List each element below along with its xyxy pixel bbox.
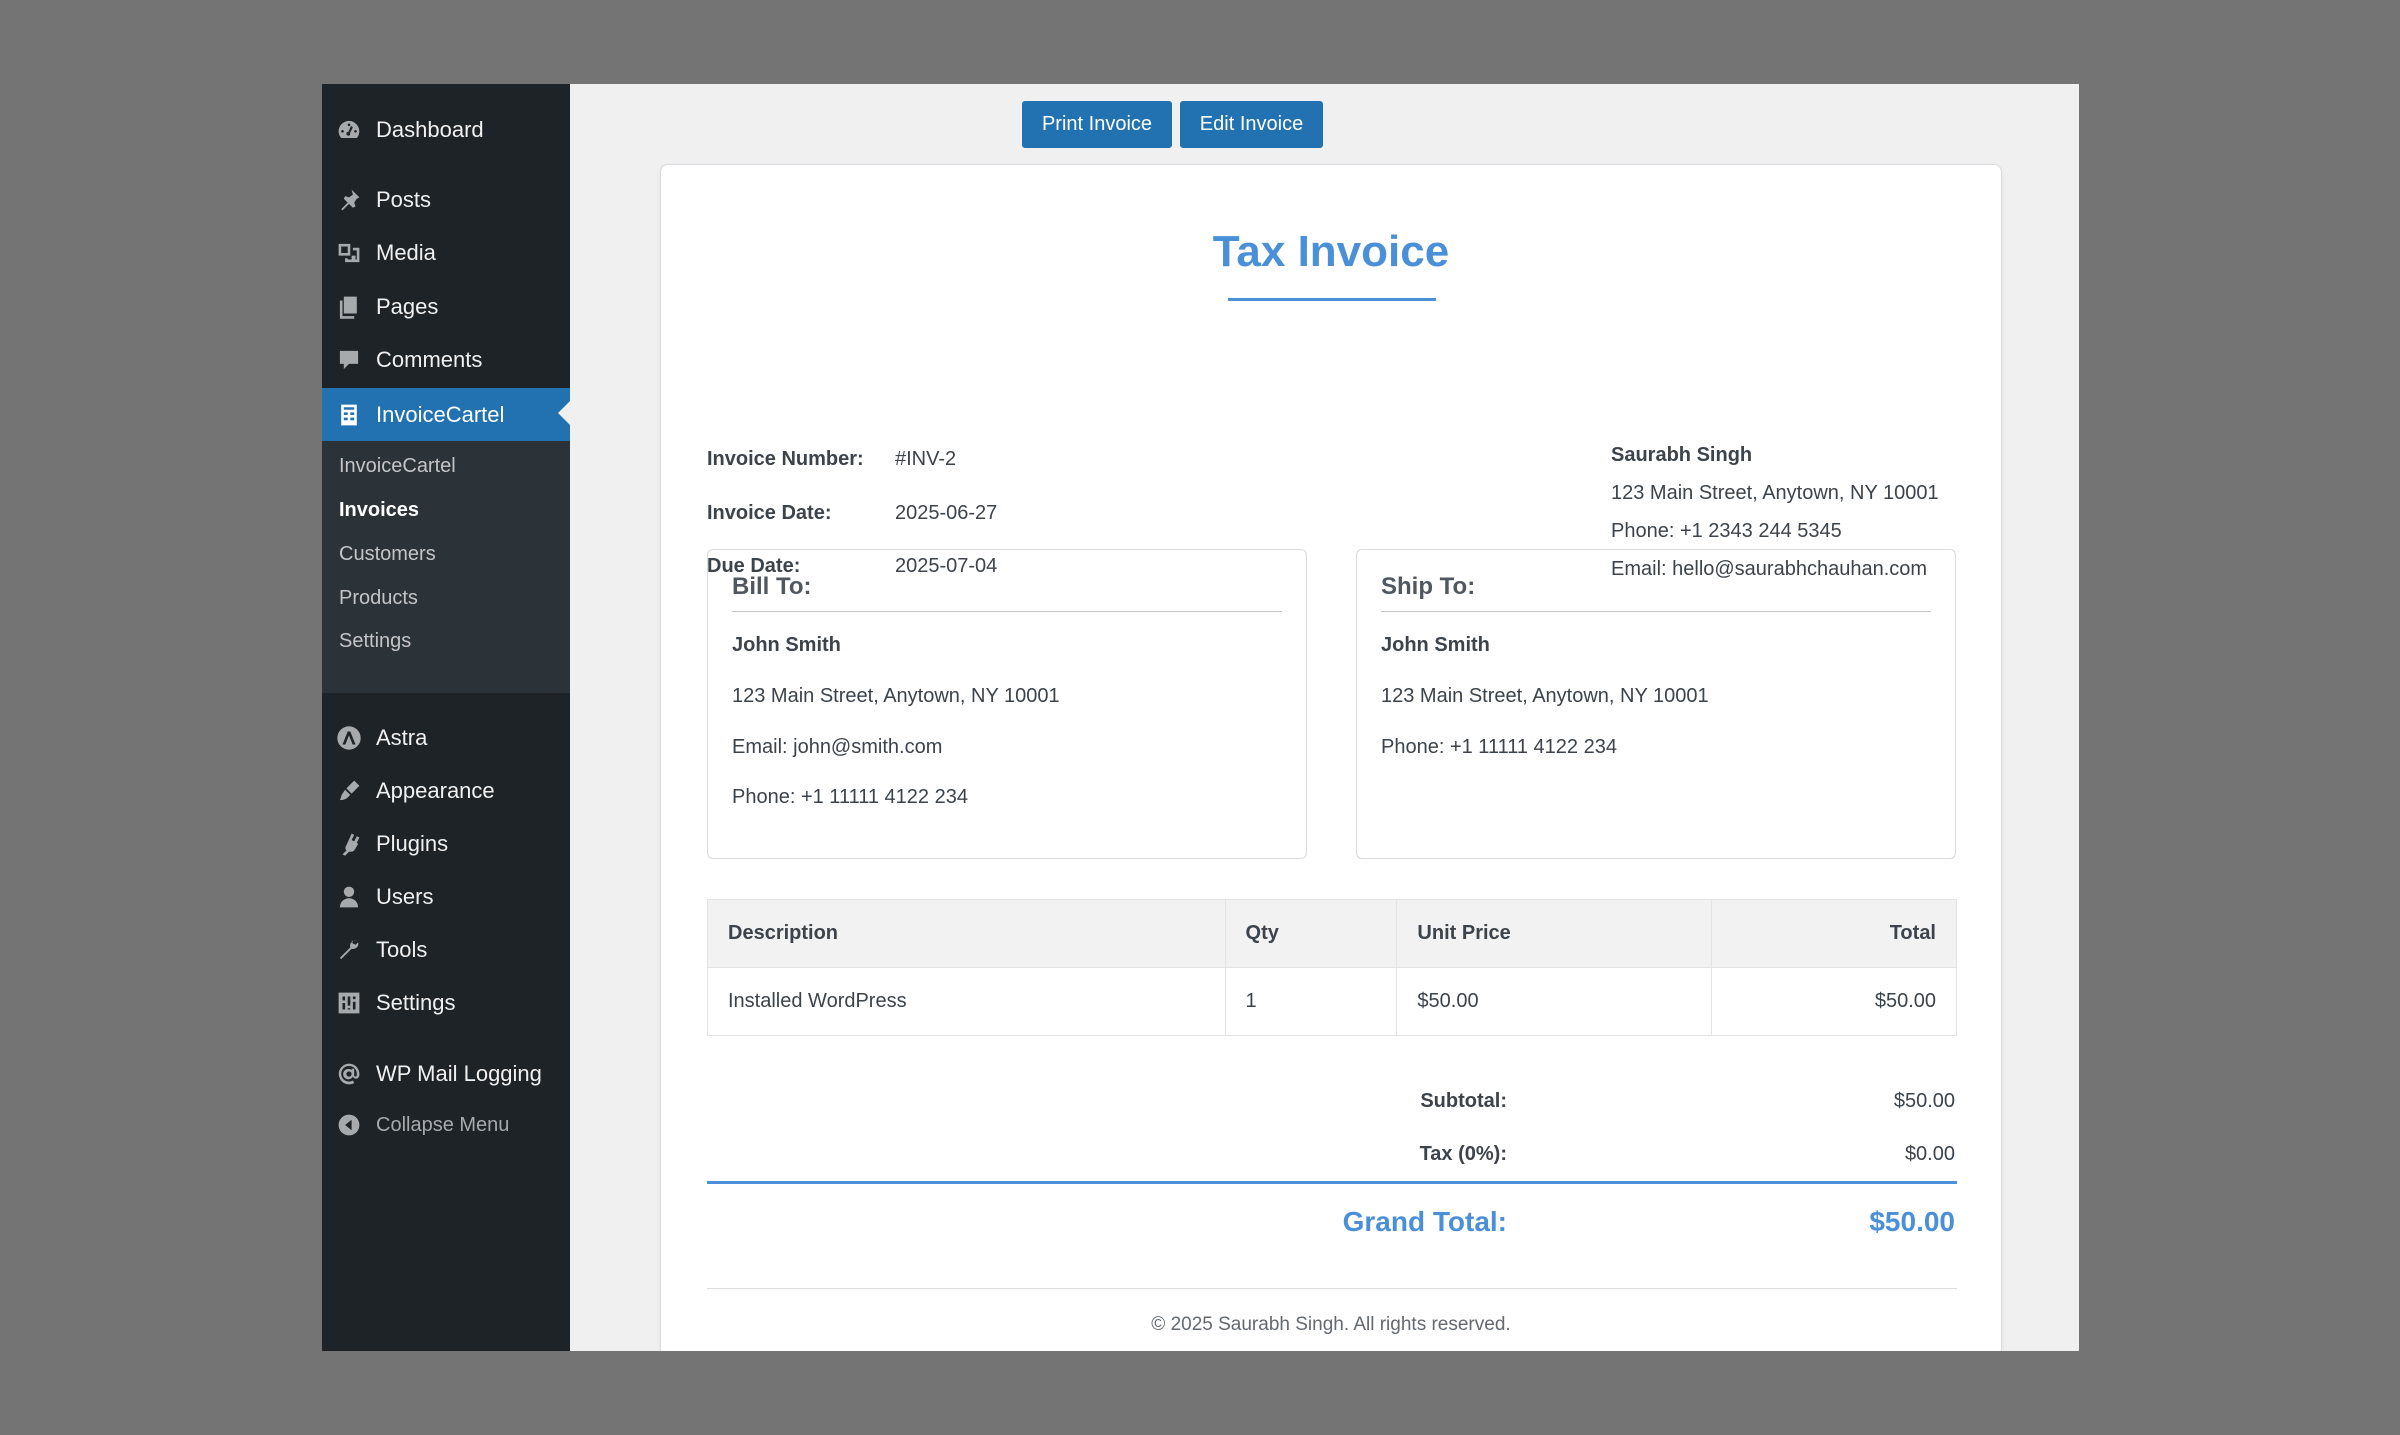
sidebar-item-label: Tools	[376, 937, 428, 962]
invoice-footer: © 2025 Saurabh Singh. All rights reserve…	[1151, 1314, 1511, 1335]
sidebar-item-label: Users	[376, 884, 434, 909]
grand-total-label: Grand Total:	[1342, 1206, 1507, 1237]
bill-to-email: Email: john@smith.com	[732, 736, 943, 758]
from-email: Email: hello@saurabhchauhan.com	[1611, 558, 1928, 580]
edit-invoice-button[interactable]: Edit Invoice	[1180, 101, 1323, 148]
sidebar-item-label: Plugins	[376, 831, 449, 856]
bill-to-box: Bill To: John Smith 123 Main Street, Any…	[707, 549, 1307, 859]
print-invoice-button[interactable]: Print Invoice	[1022, 101, 1172, 148]
ship-to-title: Ship To:	[1381, 573, 1476, 600]
divider	[732, 611, 1282, 612]
sidebar-item-label: InvoiceCartel	[376, 402, 505, 427]
title-underline	[1228, 298, 1436, 301]
ship-to-box: Ship To: John Smith 123 Main Street, Any…	[1356, 549, 1956, 859]
subtotal-value: $50.00	[1893, 1090, 1955, 1112]
table-row: Installed WordPress 1 $50.00 $50.00	[707, 967, 1957, 1036]
column-header-qty: Qty	[1224, 899, 1398, 968]
footer-divider	[707, 1288, 1957, 1289]
sidebar-item-label: Astra	[376, 725, 428, 750]
from-name: Saurabh Singh	[1611, 444, 1753, 466]
collapse-icon	[338, 1114, 360, 1136]
sidebar-item-label: Appearance	[376, 778, 495, 803]
bill-to-phone: Phone: +1 11111 4122 234	[732, 786, 968, 808]
sidebar-item-label: Posts	[376, 187, 432, 212]
due-date-label: Due Date:	[707, 555, 801, 577]
from-phone: Phone: +1 2343 244 5345	[1611, 520, 1842, 542]
sidebar-item-wp-mail-logging[interactable]: WP Mail Logging	[322, 1049, 570, 1099]
due-date-value: 2025-07-04	[895, 555, 998, 577]
sidebar-item-dashboard[interactable]: Dashboard	[322, 105, 570, 155]
brush-icon	[339, 780, 360, 801]
wrench-icon	[339, 940, 359, 960]
subtotal-label: Subtotal:	[1420, 1090, 1507, 1112]
submenu-item-settings[interactable]: Settings	[339, 630, 412, 652]
dashboard-icon	[338, 120, 360, 139]
settings-icon	[338, 992, 360, 1014]
item-total: $50.00	[1711, 967, 1957, 1036]
invoice-number-label: Invoice Number:	[707, 448, 864, 470]
invoice-card: Tax Invoice Invoice Number: #INV-2 Invoi…	[660, 164, 2002, 1351]
bill-to-address: 123 Main Street, Anytown, NY 10001	[732, 685, 1060, 707]
submenu-item-invoices[interactable]: Invoices	[339, 499, 420, 521]
invoice-date-label: Invoice Date:	[707, 502, 832, 524]
sidebar-item-tools[interactable]: Tools	[322, 925, 570, 975]
invoice-title: Tax Invoice	[1212, 227, 1450, 276]
sidebar-item-label: Settings	[376, 990, 456, 1015]
invoice-icon	[341, 404, 357, 426]
grand-total-divider	[707, 1181, 1957, 1184]
user-icon	[339, 886, 359, 908]
ship-to-phone: Phone: +1 11111 4122 234	[1381, 736, 1617, 758]
divider	[1381, 611, 1931, 612]
admin-sidebar: Dashboard Posts Media Pages Comments Inv…	[322, 84, 570, 1351]
sidebar-item-label: Collapse Menu	[376, 1113, 510, 1136]
table-header-row: Description Qty Unit Price Total	[707, 899, 1957, 968]
sidebar-item-label: Dashboard	[376, 117, 484, 142]
bill-to-title: Bill To:	[732, 573, 812, 600]
main-content: Print Invoice Edit Invoice Tax Invoice I…	[570, 84, 2079, 1351]
sidebar-item-users[interactable]: Users	[322, 872, 570, 922]
media-icon	[338, 243, 360, 263]
grand-total-value: $50.00	[1869, 1206, 1955, 1237]
sidebar-item-label: Pages	[376, 294, 439, 319]
submenu-item-products[interactable]: Products	[339, 587, 418, 609]
plugin-icon	[342, 833, 360, 856]
item-qty: 1	[1224, 967, 1398, 1036]
submenu-item-invoicecartel[interactable]: InvoiceCartel	[339, 455, 456, 477]
tax-label: Tax (0%):	[1419, 1143, 1507, 1165]
bill-to-name: John Smith	[732, 634, 841, 656]
invoice-number-value: #INV-2	[895, 448, 957, 470]
sidebar-item-media[interactable]: Media	[322, 228, 570, 278]
sidebar-item-posts[interactable]: Posts	[322, 175, 570, 225]
ship-to-address: 123 Main Street, Anytown, NY 10001	[1381, 685, 1709, 707]
sidebar-item-invoicecartel[interactable]: InvoiceCartel	[322, 388, 570, 442]
column-header-total: Total	[1711, 899, 1957, 968]
sidebar-item-label: Media	[376, 240, 436, 265]
wp-admin-window: Dashboard Posts Media Pages Comments Inv…	[322, 84, 2079, 1351]
astra-icon	[337, 726, 361, 750]
sidebar-item-settings[interactable]: Settings	[322, 978, 570, 1028]
item-unit-price: $50.00	[1396, 967, 1713, 1036]
invoice-items-table: Description Qty Unit Price Total Install…	[707, 899, 1957, 1036]
comment-icon	[339, 350, 359, 370]
invoice-date-value: 2025-06-27	[895, 502, 998, 524]
pages-icon	[339, 296, 357, 319]
item-description: Installed WordPress	[707, 967, 1226, 1036]
sidebar-item-pages[interactable]: Pages	[322, 282, 570, 332]
sidebar-item-astra[interactable]: Astra	[322, 713, 570, 763]
sidebar-item-comments[interactable]: Comments	[322, 335, 570, 385]
sidebar-item-plugins[interactable]: Plugins	[322, 819, 570, 869]
column-header-unit-price: Unit Price	[1396, 899, 1713, 968]
invoicecartel-submenu: InvoiceCartel Invoices Customers Product…	[322, 441, 570, 693]
pin-icon	[341, 189, 360, 211]
collapse-menu-button[interactable]: Collapse Menu	[322, 1100, 570, 1150]
tax-value: $0.00	[1904, 1143, 1955, 1165]
sidebar-item-label: WP Mail Logging	[376, 1061, 542, 1086]
submenu-item-customers[interactable]: Customers	[339, 543, 436, 565]
from-address: 123 Main Street, Anytown, NY 10001	[1611, 482, 1939, 504]
at-icon	[338, 1063, 360, 1085]
column-header-description: Description	[707, 899, 1226, 968]
ship-to-name: John Smith	[1381, 634, 1490, 656]
sidebar-item-label: Comments	[376, 347, 483, 372]
sidebar-item-appearance[interactable]: Appearance	[322, 766, 570, 816]
